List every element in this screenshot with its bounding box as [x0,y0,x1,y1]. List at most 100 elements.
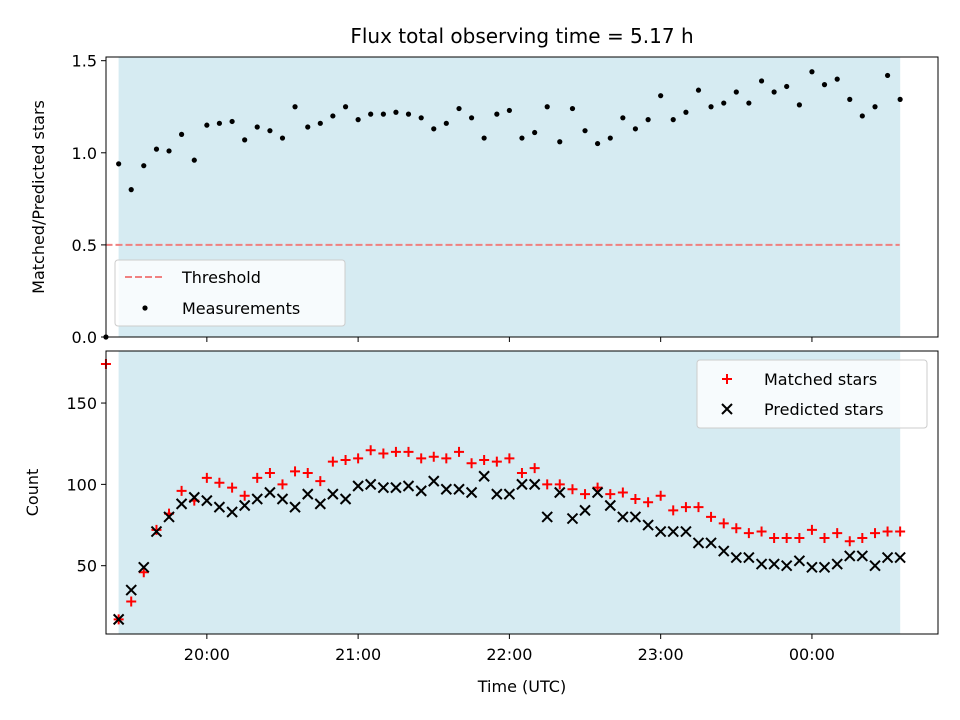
measurement-point [897,96,903,102]
predicted-stars-point [238,499,251,512]
predicted-stars-point [327,488,339,500]
measurement-point [178,131,185,137]
matched-stars-point [895,526,906,537]
predicted-stars-point [352,480,364,492]
matched-stars-point [832,528,843,539]
y-tick-label: 100 [66,475,97,494]
predicted-stars-point [692,537,705,549]
predicted-stars-point [881,551,894,564]
matched-stars-point [580,489,591,500]
matched-stars-point [844,536,855,547]
predicted-stars-point [125,584,137,596]
matched-stars-point [769,533,780,544]
matched-stars-point [239,490,250,501]
predicted-stars-point [402,480,415,492]
predicted-stars-point [302,488,314,500]
measurement-point [506,107,512,114]
measurement-point [632,126,639,132]
legend-box [696,359,928,429]
matched-stars-point [454,446,465,457]
measurement-point [229,118,235,125]
matched-stars-point [542,479,553,490]
matched-stars-point [819,533,830,544]
predicted-stars-point [112,613,125,626]
predicted-stars-point [554,486,566,499]
measurement-point [443,120,449,126]
predicted-stars-point [793,555,806,567]
measurement-point [607,135,613,141]
matched-stars-point [201,472,212,483]
y-tick-label: 1.5 [72,52,97,71]
matched-stars-point [857,533,868,544]
matched-stars-point [327,456,338,467]
predicted-stars-point [188,491,201,504]
measurement-point [166,148,172,154]
matched-stars-point [731,523,742,534]
predicted-stars-point [591,486,604,499]
matched-stars-point [365,445,376,456]
predicted-stars-point [138,561,150,574]
y-tick-label: 1.0 [72,144,97,163]
measurement-point [141,163,147,169]
measurement-point [355,117,361,123]
measurement-point [279,135,286,141]
matched-stars-point [630,494,641,505]
measurement-point [481,135,487,141]
matched-stars-point [340,454,351,465]
predicted-stars-point [705,537,717,549]
matched-stars-point [428,451,439,462]
matched-stars-point [227,482,238,493]
legend-label: Matched stars [764,370,877,389]
matched-stars-point [302,467,313,478]
measurement-point [368,111,374,117]
matched-stars-point [680,502,691,513]
predicted-stars-point [175,498,188,510]
predicted-stars-point [617,511,629,523]
measurement-point [884,72,891,79]
matched-stars-point [529,463,540,474]
measurement-point [418,115,424,121]
measurement-point [292,104,298,110]
matched-stars-point [214,477,225,488]
measurement-point [342,104,349,110]
matched-stars-point [655,490,666,501]
predicted-stars-point [491,488,503,500]
matched-stars-point [706,511,717,522]
matched-stars-point [479,454,490,465]
predicted-stars-point [730,551,743,564]
matched-stars-point [403,446,414,457]
predicted-stars-point [743,551,755,564]
measurement-point [796,102,802,108]
matched-stars-point [176,485,187,496]
measurement-point [821,82,828,88]
predicted-stars-point [264,486,276,499]
matched-stars-point [441,453,452,464]
matched-stars-point [264,467,275,478]
measurement-point [544,104,550,110]
measurement-point [216,120,223,126]
measurement-point [380,111,386,117]
matched-stars-point [277,479,288,490]
y-tick-label: 150 [66,394,97,413]
matched-stars-point [756,526,767,537]
x-tick-label: 00:00 [789,645,835,664]
measurement-point [721,100,727,106]
predicted-stars-point [415,485,427,497]
measurement-point [557,139,563,145]
measurement-point [191,157,197,163]
measurement-point [116,161,122,167]
predicted-stars-point [453,483,465,495]
predicted-stars-point [566,512,579,525]
measurement-point [431,126,437,132]
predicted-stars-point [213,501,226,513]
matched-stars-point [718,518,729,529]
legend-measurement-swatch [142,305,148,311]
measurement-point [128,187,134,193]
predicted-stars-point [856,550,869,562]
predicted-stars-point [718,545,730,557]
legend-predicted-swatch [721,403,733,415]
measurement-point [494,111,500,117]
predicted-stars-point [869,559,881,572]
matched-stars-point [151,524,162,535]
measurement-point [267,128,273,134]
